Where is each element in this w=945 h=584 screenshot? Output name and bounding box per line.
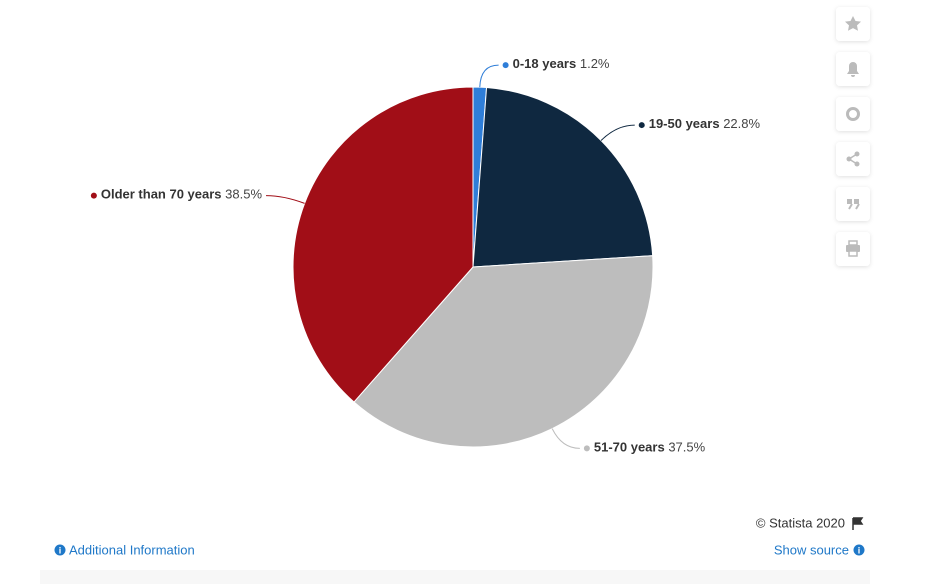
toolbar [836,7,870,266]
connector [551,428,580,449]
data-label-text: 19-50 years 22.8% [649,117,761,132]
connector [479,64,499,88]
value-label: 37.5% [668,440,705,455]
share-button[interactable] [836,142,870,176]
value-label: 22.8% [723,117,760,132]
data-label-text: 0-18 years 1.2% [513,57,610,72]
legend-dot [502,62,509,69]
data-label: 0-18 years 1.2% [502,57,610,72]
category-label: 0-18 years [513,57,577,72]
pie-slice [472,86,654,268]
legend-dot [90,192,97,199]
additional-info-link[interactable]: i Additional Information [54,542,195,557]
category-label: Older than 70 years [101,187,222,202]
connector [600,124,635,141]
additional-info-text[interactable]: Additional Information [69,542,195,557]
footer-band [40,570,870,584]
connector [266,195,305,204]
category-label: 19-50 years [649,117,720,132]
svg-text:i: i [858,545,861,555]
notification-button[interactable] [836,52,870,86]
data-label: 51-70 years 37.5% [583,440,706,455]
favorite-button[interactable] [836,7,870,41]
value-label: 1.2% [580,57,610,72]
show-source-link[interactable]: Show source i [774,542,865,557]
legend-dot [638,122,645,129]
data-label: Older than 70 years 38.5% [90,187,263,202]
show-source-text[interactable]: Show source [774,542,849,557]
data-label: 19-50 years 22.8% [638,117,761,132]
copyright: © Statista 2020 [756,515,864,530]
category-label: 51-70 years [594,440,665,455]
data-label-text: Older than 70 years 38.5% [101,187,263,202]
pie-slice [292,86,474,403]
svg-text:i: i [59,545,62,555]
copyright-text: © Statista 2020 [756,515,845,530]
print-button[interactable] [836,232,870,266]
data-label-text: 51-70 years 37.5% [594,440,706,455]
cite-button[interactable] [836,187,870,221]
settings-button[interactable] [836,97,870,131]
value-label: 38.5% [225,187,262,202]
legend-dot [583,445,590,452]
